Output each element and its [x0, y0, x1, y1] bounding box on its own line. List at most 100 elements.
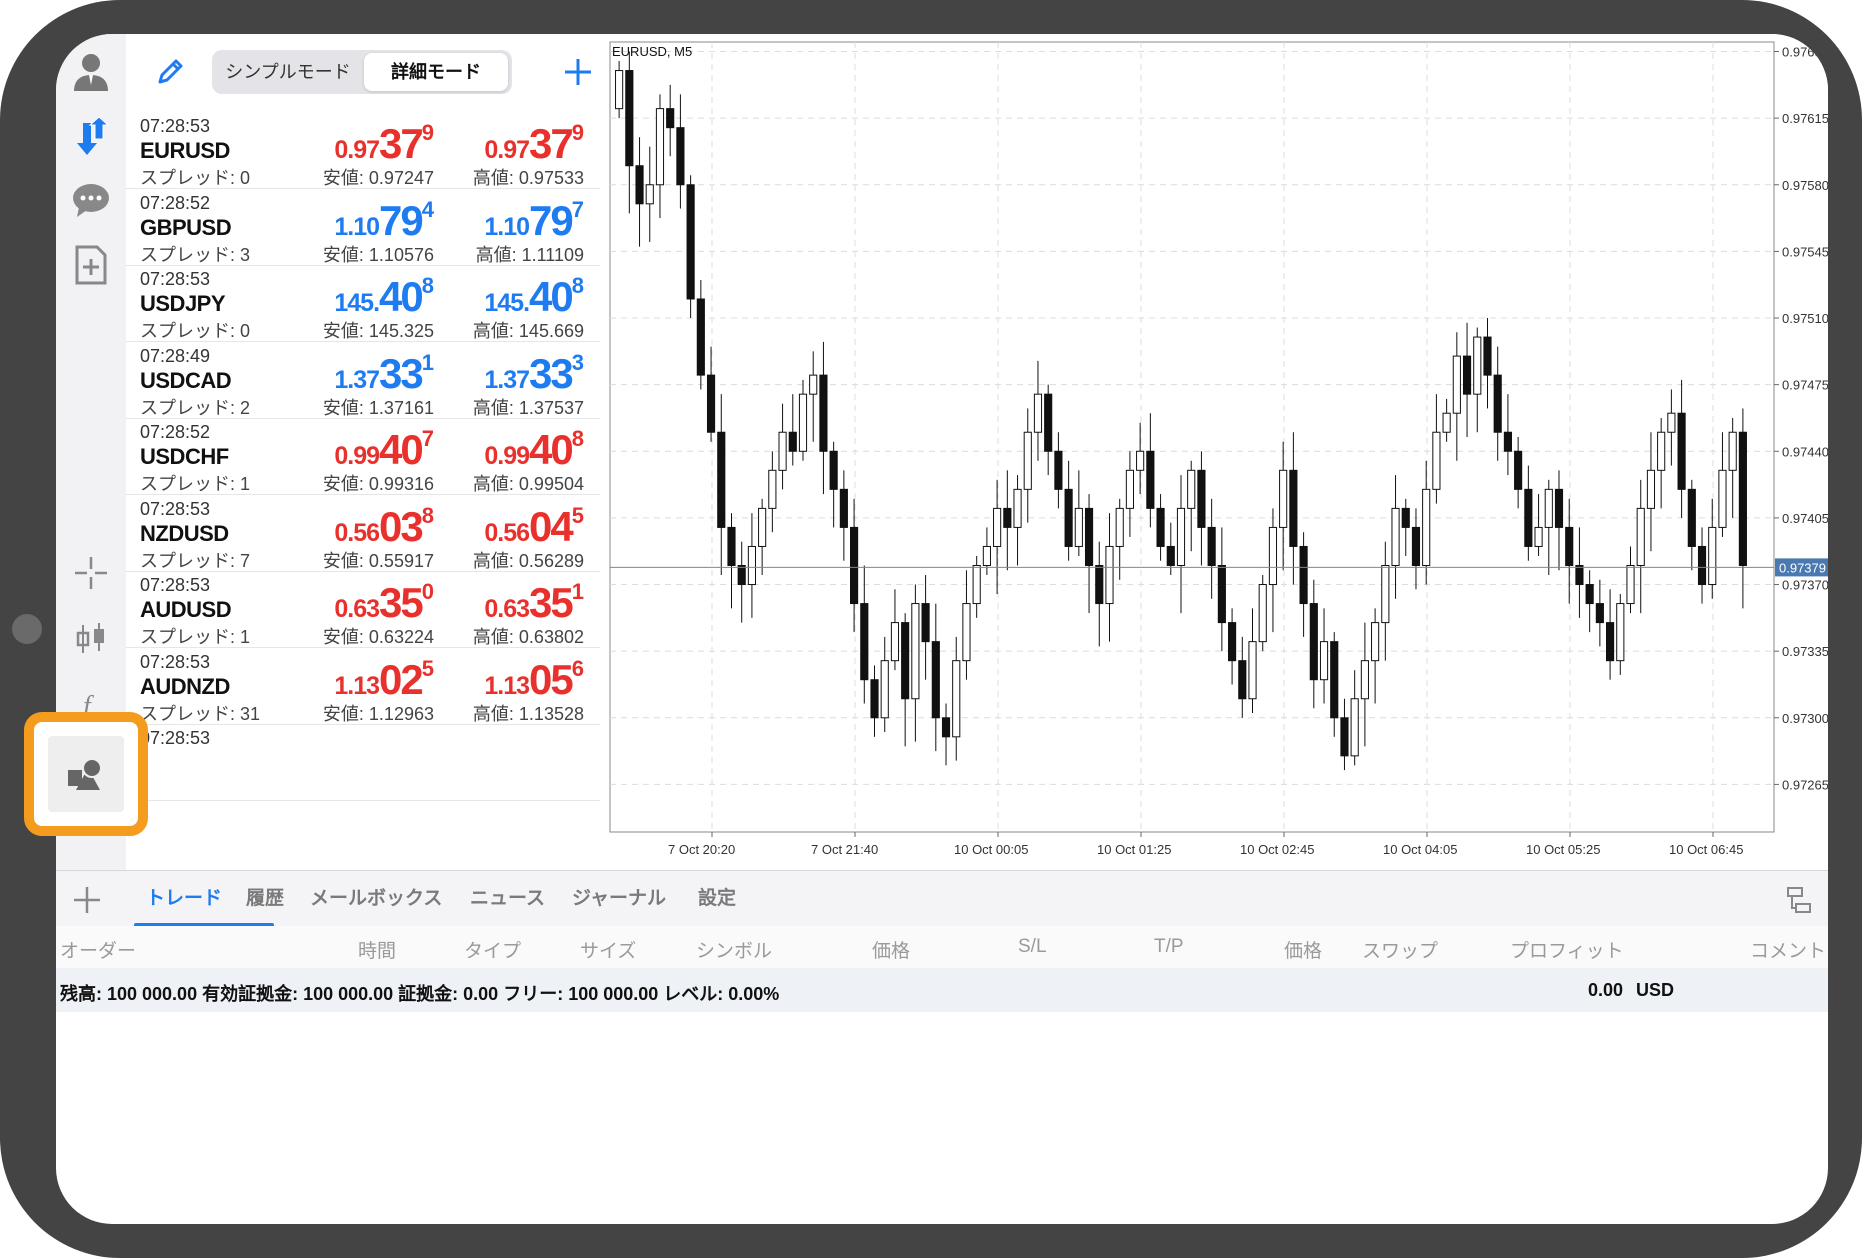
quote-row[interactable]: 07:28:53 AUDUSD スプレッド: 1 0.63350 0.63351 安値: … [126, 571, 600, 648]
candle-body [962, 603, 971, 662]
candle-body [1708, 526, 1717, 586]
candle-body [1657, 431, 1666, 471]
candle-body [1646, 469, 1656, 509]
ask-price[interactable]: 1.37333 [484, 350, 584, 398]
chat-icon[interactable] [68, 178, 114, 224]
trade-arrows-icon[interactable] [68, 114, 114, 160]
layout-toggle-icon[interactable] [1784, 885, 1814, 915]
tab-history[interactable]: 履歴 [246, 888, 285, 909]
candle-body [1524, 488, 1533, 547]
quote-row[interactable]: 07:28:53 USDJPY スプレッド: 0 145.408 145.408 安値: … [126, 265, 600, 342]
quote-symbol: USDCHF [140, 444, 229, 469]
candle-body [931, 641, 940, 719]
edit-pencil-icon[interactable] [150, 52, 190, 92]
candle-body [747, 545, 756, 586]
quote-row[interactable]: 07:28:53 EURUSD スプレッド: 0 0.97379 0.97379 安値: … [126, 112, 600, 189]
candlestick-type-icon[interactable] [68, 616, 114, 662]
candle-body [1677, 412, 1686, 490]
balance-row: 残高: 100 000.00 有効証拠金: 100 000.00 証拠金: 0.… [56, 968, 1828, 1012]
quote-row[interactable]: 07:28:49 USDCAD スプレッド: 2 1.37331 1.37333 安値: … [126, 342, 600, 419]
candle-body [1411, 526, 1421, 566]
candlestick-chart[interactable]: 0.97650 0.97615 0.97580 0.97545 0.97510 0.974… [602, 34, 1828, 870]
indicators-icon[interactable]: f [68, 680, 114, 726]
bid-price[interactable]: 0.56038 [334, 503, 434, 551]
candle-body [1360, 660, 1369, 700]
candle-body [655, 108, 665, 186]
ask-price[interactable]: 145.408 [484, 273, 584, 321]
quote-time: 07:28:53 [140, 498, 211, 519]
candle-body [921, 603, 930, 643]
tab-mailbox[interactable]: メールボックス [310, 888, 443, 909]
candle-body [768, 469, 777, 509]
bid-price[interactable]: 1.10794 [334, 197, 434, 245]
account-icon[interactable] [68, 48, 114, 94]
ask-price-point: 1 [571, 579, 584, 604]
candle-body [1228, 622, 1237, 662]
bid-price-main: 1.13 [334, 671, 380, 700]
tab-settings[interactable]: 設定 [698, 888, 737, 909]
camera-dot [12, 614, 42, 644]
bid-price[interactable]: 0.63350 [334, 579, 434, 627]
quote-symbol: USDCAD [140, 367, 232, 393]
new-document-icon[interactable] [68, 242, 114, 288]
ask-price-main: 1.13 [484, 671, 530, 700]
simple-mode-button[interactable]: シンプルモード [225, 62, 351, 82]
x-tick-label: 10 Oct 02:45 [1240, 842, 1314, 857]
candle-body [1565, 526, 1574, 566]
candle-body [737, 564, 746, 586]
bid-price[interactable]: 0.97379 [334, 120, 434, 168]
ask-price[interactable]: 0.63351 [484, 579, 584, 627]
candle-body [1299, 545, 1308, 605]
candle-body [696, 298, 705, 376]
quote-low: 安値: 0.63224 [322, 627, 434, 647]
add-symbol-plus-icon[interactable] [558, 52, 598, 92]
quote-spread: スプレッド: 31 [140, 703, 261, 724]
candle-body [1309, 603, 1318, 681]
ask-price[interactable]: 0.56045 [484, 503, 584, 551]
ask-price-point: 9 [571, 120, 584, 145]
quote-row[interactable]: 07:28:53 AUDNZD スプレッド: 31 1.13025 1.13056 安値:… [126, 648, 600, 725]
toolbox-add-icon[interactable] [70, 883, 104, 917]
candle-body [686, 184, 695, 300]
quote-low: 安値: 0.55917 [322, 550, 434, 571]
ask-price[interactable]: 0.99408 [484, 426, 584, 474]
bid-price-point: 5 [421, 655, 434, 681]
candle-body [1054, 450, 1063, 490]
ask-price[interactable]: 0.97379 [484, 120, 584, 168]
tab-journal[interactable]: ジャーナル [572, 888, 667, 909]
ask-price[interactable]: 1.10797 [484, 197, 584, 245]
quote-spread: スプレッド: 0 [140, 321, 251, 341]
quote-row[interactable]: 07:28:53 [126, 724, 600, 801]
candle-body [788, 431, 797, 452]
objects-button[interactable] [48, 736, 124, 812]
detail-mode-button[interactable]: 詳細モード [364, 53, 508, 91]
candle-body [1687, 488, 1696, 547]
ask-price-point: 8 [571, 426, 584, 451]
candle-body [1207, 526, 1216, 566]
candle-body [839, 488, 848, 528]
bid-price[interactable]: 0.99407 [334, 426, 434, 474]
y-tick-label: 0.97405 [1782, 511, 1828, 526]
candle-body [880, 660, 889, 719]
chart-area[interactable]: 0.97650 0.97615 0.97580 0.97545 0.97510 0.974… [602, 34, 1828, 870]
quote-symbol: AUDNZD [140, 673, 230, 699]
candle-body [1738, 431, 1747, 566]
quote-row[interactable]: 07:28:53 NZDUSD スプレッド: 7 0.56038 0.56045 安値: … [126, 495, 600, 572]
quote-row[interactable]: 07:28:52 USDCHF スプレッド: 1 0.99407 0.99408 安値: … [126, 418, 600, 495]
candle-body [860, 603, 869, 681]
ask-price[interactable]: 1.13056 [484, 656, 584, 704]
tab-news[interactable]: ニュース [470, 888, 546, 909]
crosshair-icon[interactable] [68, 550, 114, 596]
bid-price[interactable]: 1.13025 [334, 656, 434, 704]
tab-trade[interactable]: トレード [146, 888, 223, 909]
quote-time: 07:28:52 [140, 422, 211, 442]
svg-text:f: f [83, 691, 94, 721]
balance-summary: 残高: 100 000.00 有効証拠金: 100 000.00 証拠金: 0.… [60, 984, 780, 1004]
bid-price[interactable]: 145.408 [334, 273, 434, 321]
bid-price-main: 145. [334, 289, 380, 317]
bid-price-pips: 03 [379, 502, 424, 550]
quote-row[interactable]: 07:28:52 GBPUSD スプレッド: 3 1.10794 1.10797 安値: … [126, 189, 600, 266]
bid-price[interactable]: 1.37331 [334, 350, 434, 398]
candle-body [1350, 698, 1359, 757]
candle-body [850, 526, 859, 605]
